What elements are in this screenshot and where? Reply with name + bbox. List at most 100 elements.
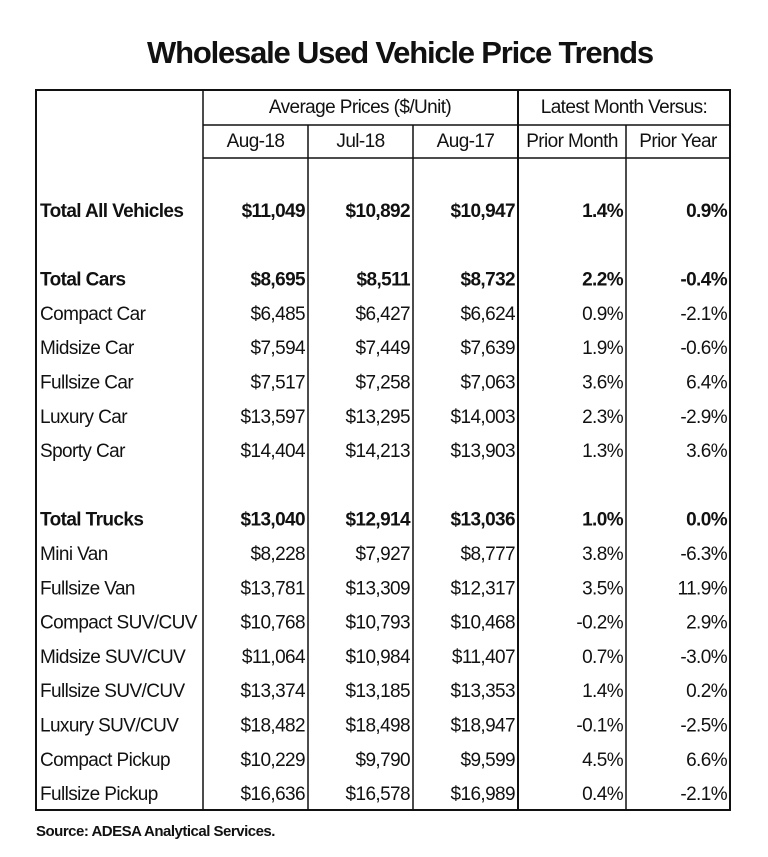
cell: $18,947 [451,716,516,737]
row-label: Fullsize SUV/CUV [40,681,185,702]
cell: $9,790 [355,750,410,771]
cell: -2.5% [680,716,727,737]
column-header: Aug-18 [227,131,285,152]
cell: $13,036 [451,510,516,531]
cell: $16,636 [241,784,306,805]
cell: $18,498 [346,716,411,737]
cell: 1.4% [582,681,624,702]
cell: 1.9% [582,338,624,359]
cell: $13,040 [241,510,306,531]
cell: 6.6% [686,750,728,771]
column-header: Prior Year [639,131,718,152]
cell: $10,947 [451,201,516,222]
cell: $13,353 [451,681,516,702]
cell: $10,793 [346,613,411,634]
cell: 0.2% [686,681,728,702]
table-border [35,89,731,811]
cell: $11,064 [242,647,306,668]
cell: $8,732 [460,270,515,291]
cell: $7,594 [250,338,306,359]
cell: $10,229 [241,750,306,771]
cell: 4.5% [582,750,624,771]
cell: -2.9% [680,407,727,428]
cell: $14,404 [241,441,307,462]
cell: 3.8% [582,544,624,565]
cell: -2.1% [680,304,727,325]
cell: $13,185 [346,681,411,702]
row-label: Midsize SUV/CUV [40,647,186,668]
cell: 0.7% [582,647,624,668]
cell: $7,063 [460,373,515,394]
cell: $8,511 [357,270,411,291]
cell: $11,049 [242,201,305,222]
cell: 6.4% [686,373,728,394]
cell: 0.9% [686,201,728,222]
cell: $6,485 [250,304,305,325]
column-header: Aug-17 [437,131,495,152]
cell: $9,599 [460,750,515,771]
cell: $12,914 [346,510,412,531]
cell: $8,695 [250,270,306,291]
cell: $7,927 [355,544,410,565]
row-label: Compact Car [40,304,147,325]
cell: $16,578 [346,784,411,805]
row-label: Compact Pickup [40,750,170,771]
row-label: Fullsize Van [40,578,135,599]
cell: $7,639 [460,338,515,359]
cell: $7,449 [355,338,410,359]
cell: 3.6% [582,373,624,394]
source: Source: ADESA Analytical Services. [36,823,275,840]
group-header: Average Prices ($/Unit) [269,97,452,118]
cell: $13,374 [241,681,307,702]
cell: 3.5% [582,578,624,599]
cell: $6,624 [460,304,516,325]
row-label: Fullsize Car [40,373,134,394]
cell: $10,768 [241,613,306,634]
cell: $6,427 [355,304,410,325]
cell: $12,317 [451,578,516,599]
cell: 1.4% [582,201,624,222]
row-label: Mini Van [40,544,108,565]
cell: 2.3% [582,407,624,428]
row-label: Compact SUV/CUV [40,613,198,634]
cell: $10,892 [346,201,411,222]
cell: $10,984 [346,647,412,668]
cell: -6.3% [680,544,727,565]
row-label: Total Cars [40,270,126,291]
column-header: Jul-18 [336,131,384,152]
cell: $13,295 [346,407,411,428]
row-label: Luxury Car [40,407,128,428]
cell: 3.6% [686,441,728,462]
cell: 2.2% [582,270,624,291]
cell: 1.0% [582,510,624,531]
cell: 0.4% [582,784,624,805]
cell: $13,781 [241,578,306,599]
cell: $8,777 [460,544,515,565]
row-label: Total All Vehicles [40,201,183,222]
cell: $8,228 [250,544,305,565]
cell: $14,213 [346,441,411,462]
column-header: Prior Month [526,131,618,152]
cell: $13,597 [241,407,306,428]
cell: -0.4% [680,270,727,291]
row-label: Sporty Car [40,441,126,462]
cell: 11.9% [678,578,728,599]
cell: -3.0% [680,647,727,668]
cell: -0.2% [576,613,623,634]
row-label: Total Trucks [40,510,143,531]
cell: $18,482 [241,716,306,737]
group-header: Latest Month Versus: [541,97,708,118]
cell: $13,903 [451,441,516,462]
title: Wholesale Used Vehicle Price Trends [147,35,653,70]
cell: $16,989 [451,784,516,805]
cell: $10,468 [451,613,516,634]
cell: 2.9% [686,613,728,634]
row-label: Fullsize Pickup [40,784,158,805]
cell: -0.6% [680,338,727,359]
cell: $11,407 [452,647,515,668]
cell: 0.9% [582,304,624,325]
cell: -0.1% [576,716,623,737]
cell: $13,309 [346,578,411,599]
row-label: Midsize Car [40,338,135,359]
